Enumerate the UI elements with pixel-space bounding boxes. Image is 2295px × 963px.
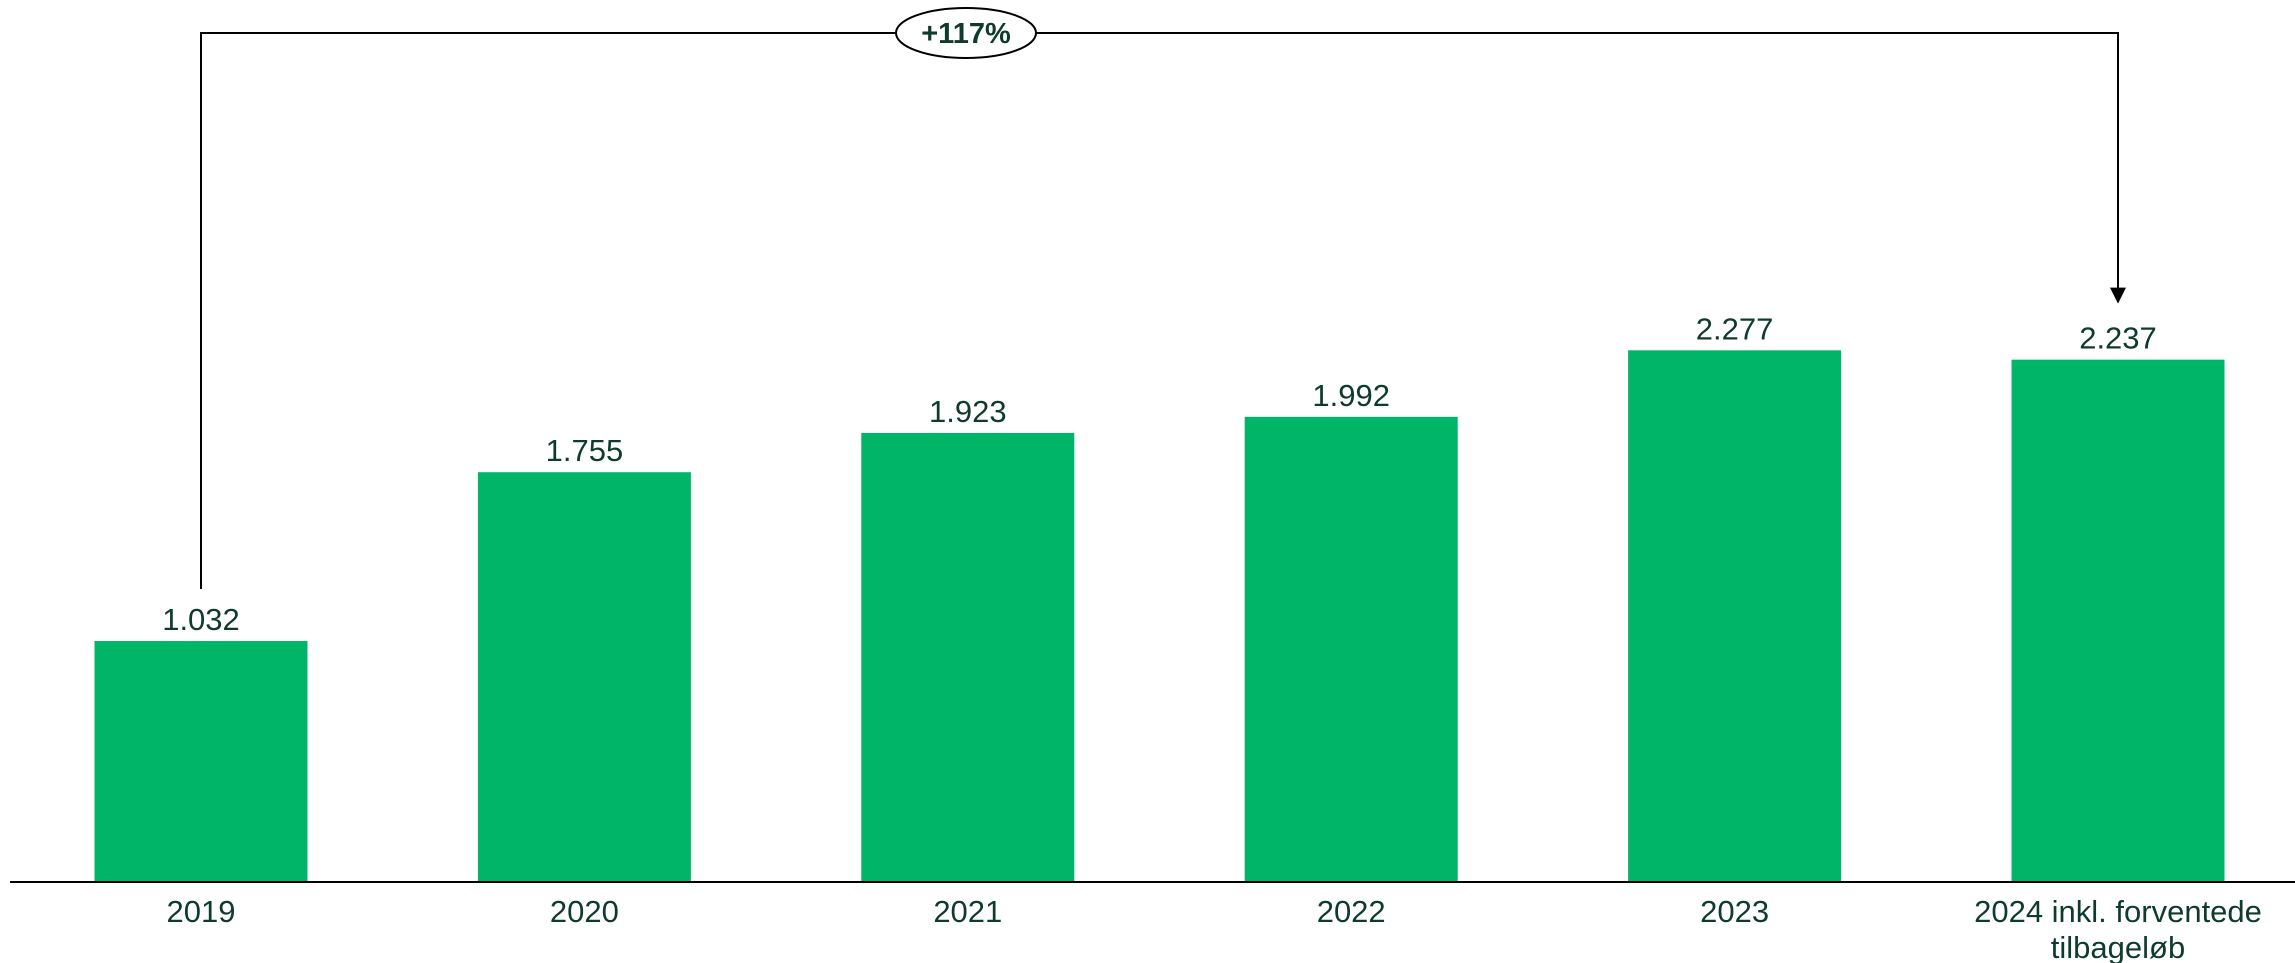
value-label-1: 1.755 xyxy=(546,433,624,468)
category-labels-group: 2019 2020 2021 2022 2023 2024 inkl. forvented… xyxy=(167,894,2262,963)
bar-1 xyxy=(477,472,691,882)
growth-badge xyxy=(895,7,1037,59)
category-label-2: 2021 xyxy=(933,894,1002,929)
value-label-5: 2.237 xyxy=(2079,321,2157,356)
bars-group xyxy=(94,350,2225,882)
category-label-3: 2022 xyxy=(1317,894,1386,929)
bar-5 xyxy=(2011,359,2225,882)
bar-0 xyxy=(94,641,308,882)
category-label-4: 2023 xyxy=(1700,894,1769,929)
category-label-0: 2019 xyxy=(167,894,236,929)
growth-badge-text: +117% xyxy=(921,18,1011,50)
growth-bracket-line xyxy=(200,32,2119,590)
bar-2 xyxy=(861,432,1075,882)
value-labels-group: 1.032 1.755 1.923 1.992 2.277 2.237 xyxy=(162,311,2157,637)
value-label-0: 1.032 xyxy=(162,602,240,637)
category-label-5-line-1: tilbageløb xyxy=(2051,930,2185,963)
growth-annotation: +117% xyxy=(200,7,2126,590)
arrow-down-icon xyxy=(2110,287,2126,304)
bar-3 xyxy=(1244,416,1458,882)
category-label-1: 2020 xyxy=(550,894,619,929)
bar-4 xyxy=(1628,350,1842,882)
value-label-2: 1.923 xyxy=(929,394,1007,429)
value-label-3: 1.992 xyxy=(1312,378,1390,413)
value-label-4: 2.277 xyxy=(1696,311,1774,346)
category-label-5-line-0: 2024 inkl. forventede xyxy=(1974,894,2262,929)
